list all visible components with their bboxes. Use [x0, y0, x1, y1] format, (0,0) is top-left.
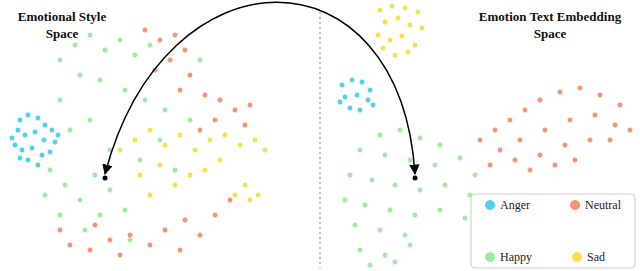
- svg-text:Neutral: Neutral: [585, 198, 622, 212]
- svg-text:Anger: Anger: [500, 198, 530, 212]
- svg-text:Emotion Text Embedding: Emotion Text Embedding: [479, 9, 622, 24]
- svg-text:Space: Space: [534, 26, 567, 41]
- svg-text:Sad: Sad: [587, 250, 605, 264]
- svg-text:Space: Space: [46, 26, 79, 41]
- svg-text:Emotional Style: Emotional Style: [18, 9, 107, 24]
- svg-text:Happy: Happy: [500, 250, 532, 264]
